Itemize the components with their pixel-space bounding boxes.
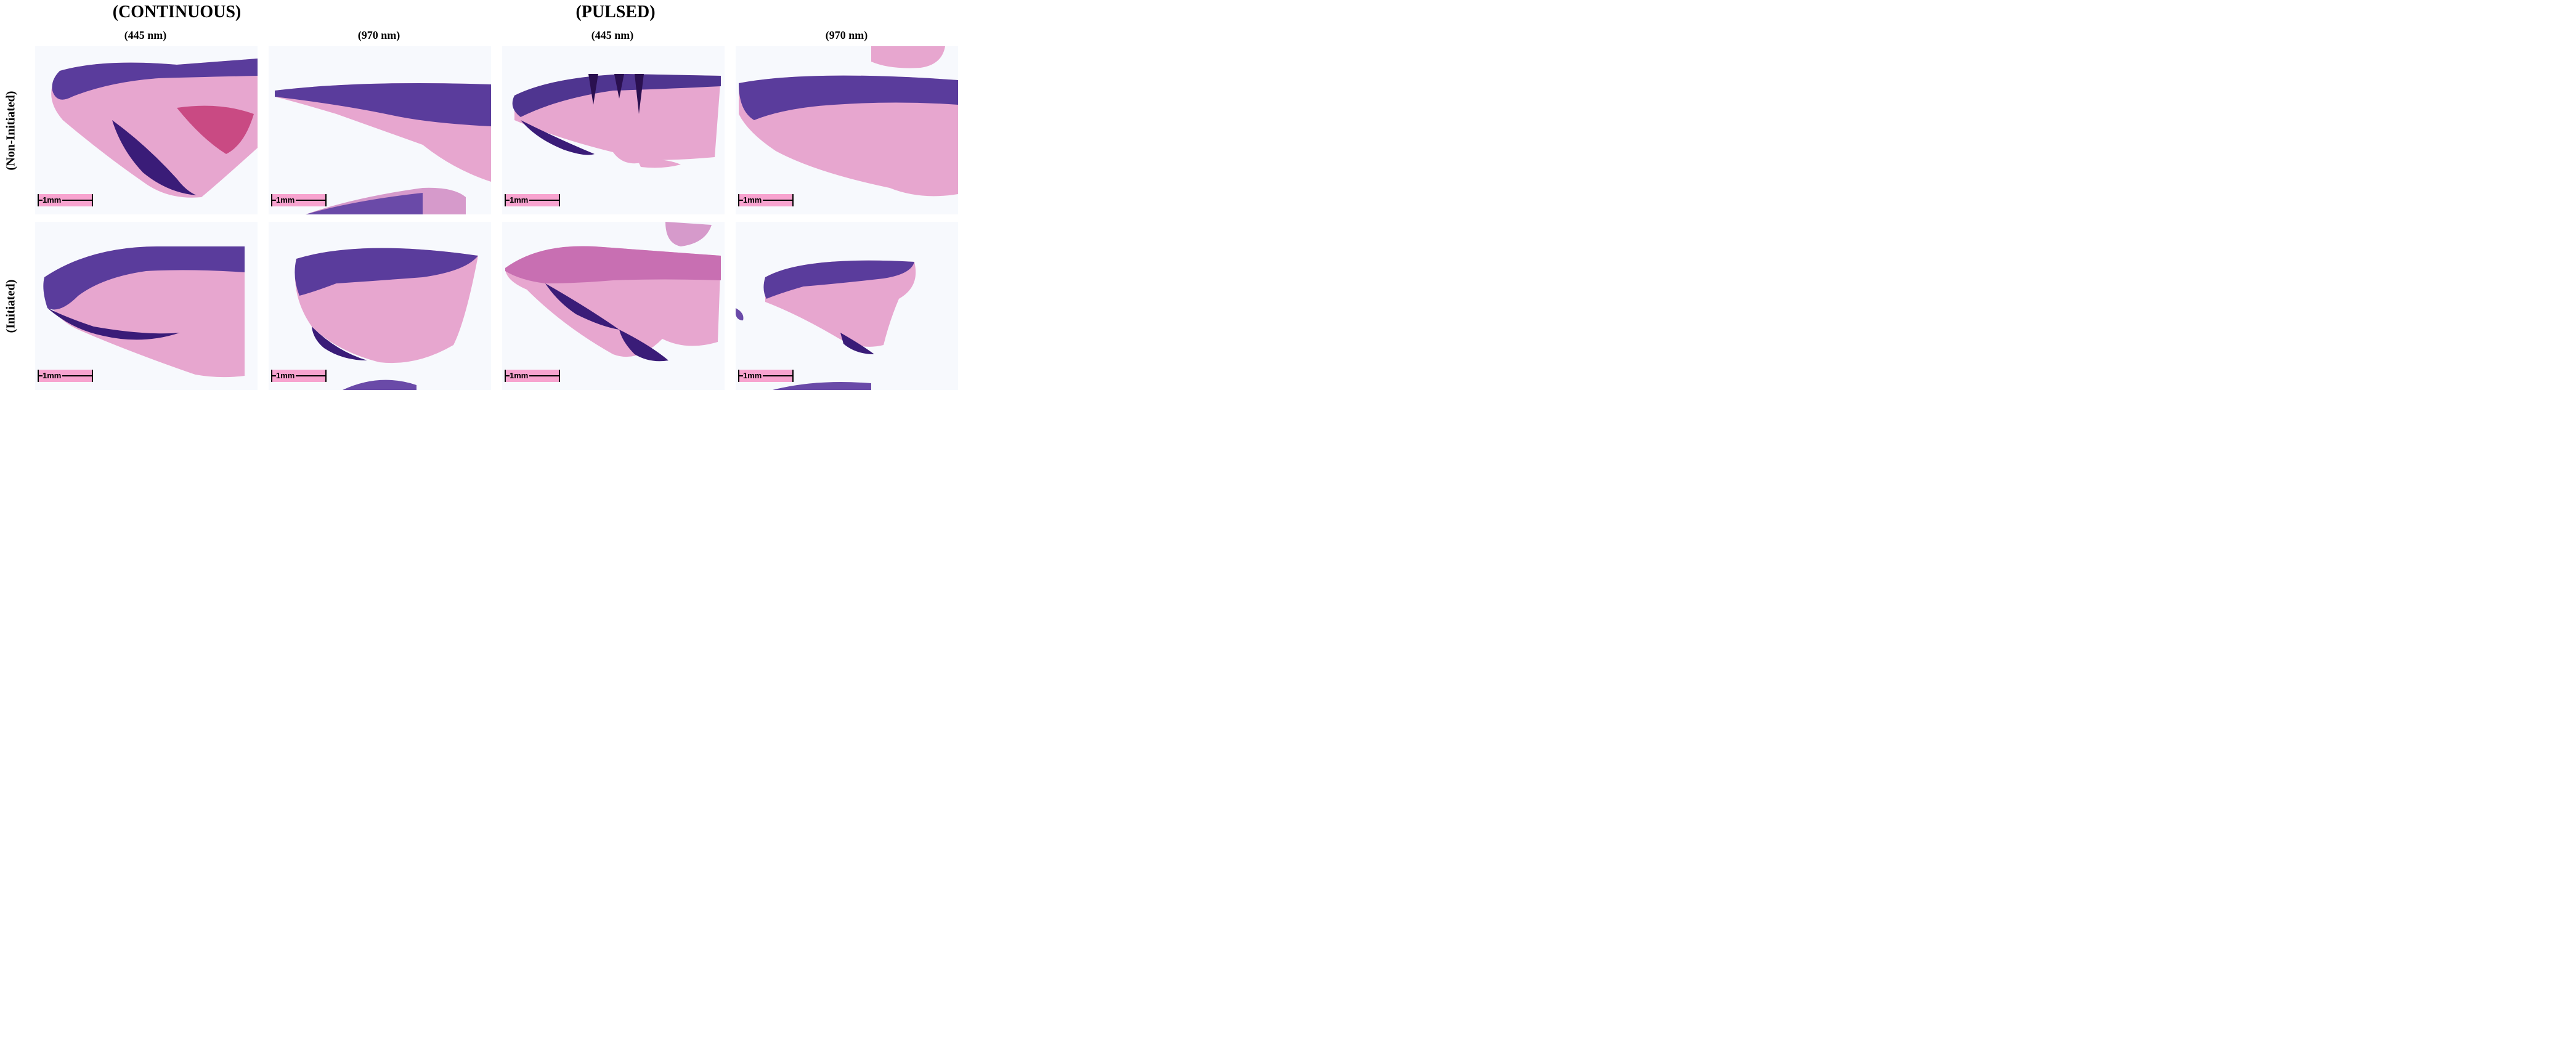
tissue-section bbox=[275, 83, 491, 214]
tissue-section bbox=[295, 248, 478, 390]
tissue-section bbox=[51, 59, 258, 198]
scale-bar-label: 1mm bbox=[510, 195, 530, 205]
micrograph-pulsed-445-initiated: 1mm bbox=[502, 222, 725, 390]
column-label-continuous-970: (970 nm) bbox=[357, 29, 400, 41]
tissue-section bbox=[736, 260, 916, 390]
scale-bar-label: 1mm bbox=[43, 371, 63, 381]
scale-bar: 1mm bbox=[738, 370, 794, 382]
scale-bar-label: 1mm bbox=[276, 195, 296, 205]
column-label-pulsed-445: (445 nm) bbox=[591, 29, 634, 41]
column-label-continuous-445: (445 nm) bbox=[124, 29, 167, 41]
micrograph-continuous-445-non-initiated: 1mm bbox=[35, 46, 258, 214]
scale-bar-label: 1mm bbox=[743, 195, 763, 205]
micrograph-continuous-970-initiated: 1mm bbox=[269, 222, 491, 390]
micrograph-continuous-970-non-initiated: 1mm bbox=[269, 46, 491, 214]
scale-bar: 1mm bbox=[505, 370, 560, 382]
group-title-continuous: (CONTINUOUS) bbox=[112, 2, 242, 22]
tissue-section bbox=[512, 74, 721, 168]
micrograph-pulsed-970-initiated: 1mm bbox=[736, 222, 958, 390]
scale-bar: 1mm bbox=[38, 370, 93, 382]
scale-bar-label: 1mm bbox=[276, 371, 296, 381]
tissue-section bbox=[505, 222, 721, 362]
group-title-pulsed: (PULSED) bbox=[575, 2, 656, 22]
tissue-section bbox=[43, 246, 245, 378]
tissue-section bbox=[739, 46, 958, 197]
scale-bar-label: 1mm bbox=[43, 195, 63, 205]
micrograph-pulsed-445-non-initiated: 1mm bbox=[502, 46, 725, 214]
scale-bar: 1mm bbox=[505, 194, 560, 206]
row-label-non-initiated: (Non-Initiated) bbox=[4, 91, 18, 171]
micrograph-continuous-445-initiated: 1mm bbox=[35, 222, 258, 390]
scale-bar-label: 1mm bbox=[743, 371, 763, 381]
scale-bar: 1mm bbox=[738, 194, 794, 206]
column-label-pulsed-970: (970 nm) bbox=[825, 29, 868, 41]
row-label-initiated: (Initiated) bbox=[4, 279, 18, 333]
scale-bar: 1mm bbox=[38, 194, 93, 206]
scale-bar: 1mm bbox=[271, 194, 327, 206]
scale-bar: 1mm bbox=[271, 370, 327, 382]
scale-bar-label: 1mm bbox=[510, 371, 530, 381]
micrograph-pulsed-970-non-initiated: 1mm bbox=[736, 46, 958, 214]
